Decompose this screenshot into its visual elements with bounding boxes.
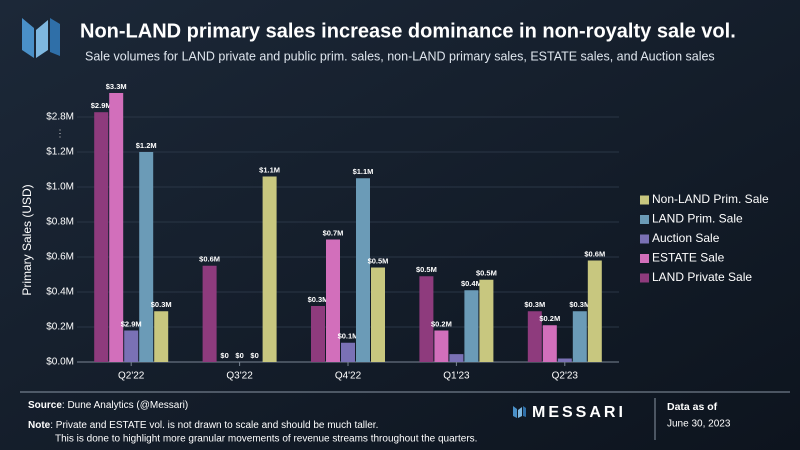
note-label: Note <box>28 420 51 431</box>
bar <box>557 358 572 362</box>
bar <box>326 239 340 362</box>
value-label: $0.5M <box>476 269 497 278</box>
y-tick-label: $0.6M <box>46 252 74 263</box>
bar <box>587 260 602 362</box>
value-label: $0 <box>220 351 228 360</box>
bar <box>94 112 109 362</box>
legend-swatch <box>640 234 649 244</box>
value-label: $0.6M <box>584 249 605 258</box>
bar <box>464 290 479 362</box>
y-tick-label: $0.2M <box>46 322 74 333</box>
bar <box>262 176 277 362</box>
chart-subtitle: Sale volumes for LAND private and public… <box>85 49 715 63</box>
bar <box>139 152 154 362</box>
bar <box>542 325 557 362</box>
bar <box>202 265 217 362</box>
bar <box>449 354 464 362</box>
value-label: $2.9M <box>91 101 112 110</box>
value-label: $3.3M <box>106 82 127 91</box>
source-label: Source <box>28 400 62 411</box>
legend-label: Non-LAND Prim. Sale <box>652 192 769 206</box>
y-tick-label: $1.0M <box>46 182 74 193</box>
value-label: $0.5M <box>416 265 437 274</box>
source-text: : Dune Analytics (@Messari) <box>62 400 188 411</box>
legend-label: ESTATE Sale <box>652 251 725 265</box>
brand: MESSARI <box>532 404 626 421</box>
y-tick-label: $0.8M <box>46 217 74 228</box>
x-tick-label: Q3'22 <box>226 371 253 382</box>
value-label: $0.1M <box>338 332 359 341</box>
legend-label: LAND Private Sale <box>652 270 752 284</box>
value-label: $0.3M <box>151 300 172 309</box>
value-label: $0 <box>235 351 243 360</box>
value-label: $0.3M <box>524 300 545 309</box>
bar <box>572 311 587 362</box>
value-label: $0.2M <box>539 314 560 323</box>
y-tick-label: $0.0M <box>46 357 74 368</box>
value-label: $0.3M <box>569 300 590 309</box>
note-line-2: This is done to highlight more granular … <box>55 434 477 445</box>
legend-label: LAND Prim. Sale <box>652 212 743 226</box>
source: Source: Dune Analytics (@Messari) <box>28 400 188 411</box>
note-text: : Private and ESTATE vol. is not drawn t… <box>50 420 378 431</box>
x-tick-label: Q1'23 <box>443 371 470 382</box>
bar <box>311 306 325 362</box>
value-label: $0 <box>250 351 258 360</box>
y-axis-title: Primary Sales (USD) <box>20 184 34 295</box>
legend-swatch <box>640 254 649 263</box>
legend-swatch <box>640 273 649 283</box>
bar <box>109 93 124 362</box>
bar <box>527 311 542 362</box>
date-label: Data as of <box>667 401 718 413</box>
date: June 30, 2023 <box>667 419 731 430</box>
chart-title: Non-LAND primary sales increase dominanc… <box>80 20 736 42</box>
value-label: $1.1M <box>259 165 280 174</box>
value-label: $1.2M <box>136 141 157 150</box>
bar <box>434 330 449 362</box>
y-tick-label: $2.8M <box>46 112 74 123</box>
note: Note: Private and ESTATE vol. is not dra… <box>28 420 378 431</box>
brand-logo <box>513 406 526 418</box>
bar <box>479 279 494 362</box>
axis-break: ⋮ <box>55 129 65 140</box>
value-label: $0.4M <box>461 279 482 288</box>
bar <box>124 330 139 362</box>
legend-label: Auction Sale <box>652 231 720 245</box>
bar <box>341 342 355 362</box>
value-label: $0.7M <box>323 228 344 237</box>
bar <box>356 178 370 362</box>
annotation: $2.9M <box>121 319 142 328</box>
value-label: $0.2M <box>431 319 452 328</box>
legend-swatch <box>640 195 649 205</box>
x-tick-label: Q2'22 <box>118 371 145 382</box>
logo <box>22 18 60 58</box>
y-tick-label: $1.2M <box>46 147 74 158</box>
value-label: $1.1M <box>353 167 374 176</box>
x-tick-label: Q2'23 <box>552 371 579 382</box>
bar <box>419 276 434 362</box>
x-tick-label: Q4'22 <box>335 371 362 382</box>
value-label: $0.5M <box>368 256 389 265</box>
y-tick-label: $0.4M <box>46 287 74 298</box>
value-label: $0.3M <box>308 295 329 304</box>
value-label: $0.6M <box>199 255 220 264</box>
legend-swatch <box>640 215 649 224</box>
bar <box>154 311 169 362</box>
bar <box>371 267 385 362</box>
